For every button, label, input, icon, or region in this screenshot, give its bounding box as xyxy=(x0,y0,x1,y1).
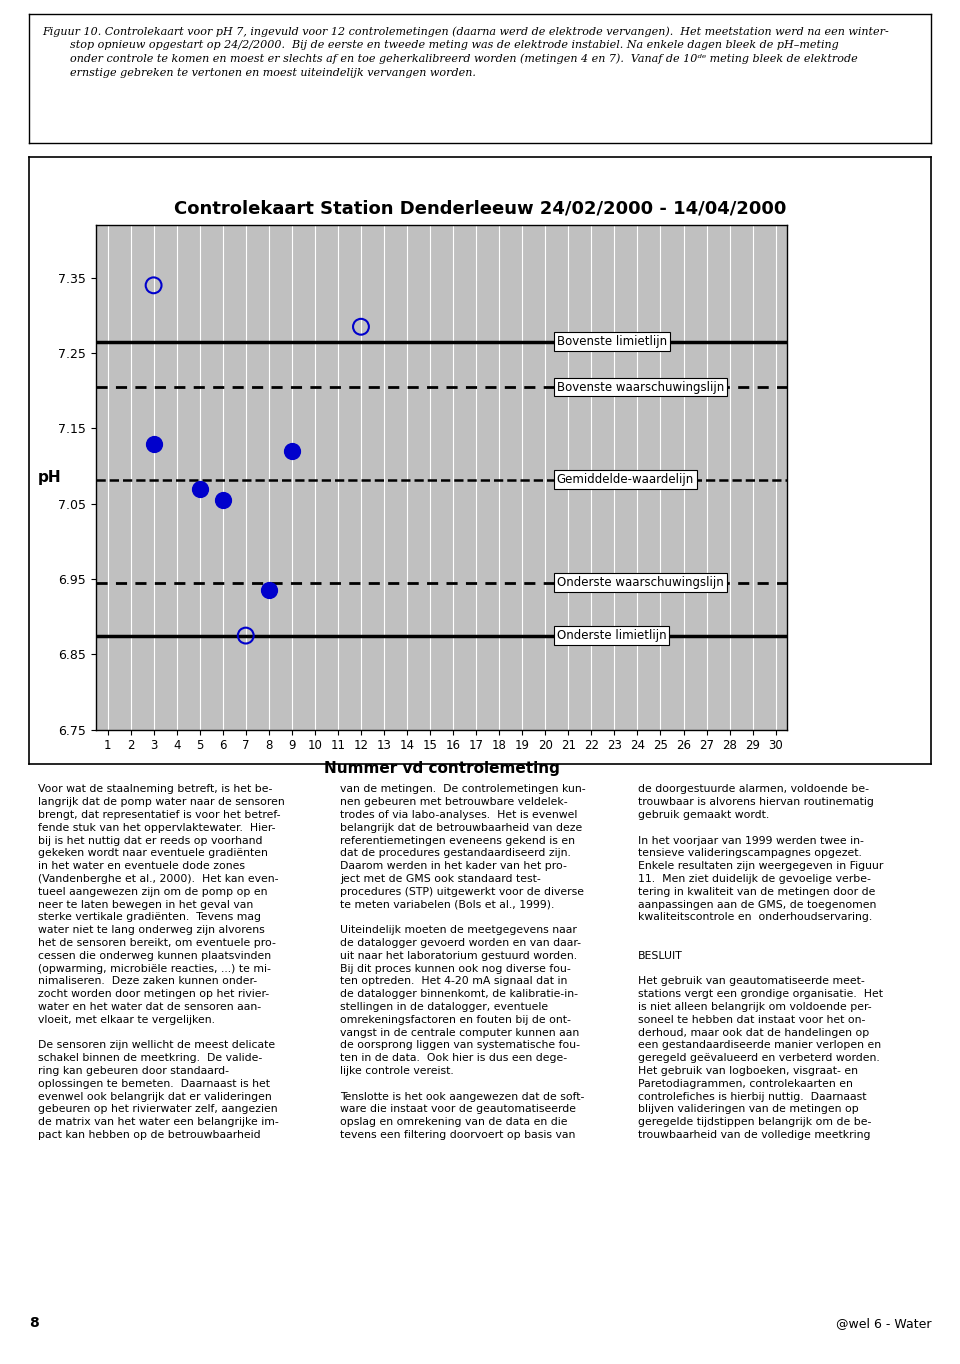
Y-axis label: pH: pH xyxy=(38,471,61,484)
X-axis label: Nummer vd controlemeting: Nummer vd controlemeting xyxy=(324,761,560,776)
Text: de doorgestuurde alarmen, voldoende be-
trouwbaar is alvorens hiervan routinemat: de doorgestuurde alarmen, voldoende be- … xyxy=(637,784,883,1140)
Text: @wel 6 - Water: @wel 6 - Water xyxy=(836,1316,931,1330)
Text: Onderste limietlijn: Onderste limietlijn xyxy=(557,629,666,642)
Text: Figuur 10. Controlekaart voor pH 7, ingevuld voor 12 controlemetingen (daarna we: Figuur 10. Controlekaart voor pH 7, inge… xyxy=(42,27,889,78)
Text: Controlekaart Station Denderleeuw 24/02/2000 - 14/04/2000: Controlekaart Station Denderleeuw 24/02/… xyxy=(174,199,786,217)
Point xyxy=(192,477,207,499)
Point xyxy=(146,432,161,454)
Text: van de metingen.  De controlemetingen kun-
nen gebeuren met betrouwbare veldelek: van de metingen. De controlemetingen kun… xyxy=(340,784,586,1140)
Text: 8: 8 xyxy=(29,1316,38,1330)
Point xyxy=(261,580,276,602)
Text: Bovenste waarschuwingslijn: Bovenste waarschuwingslijn xyxy=(557,381,724,393)
Point xyxy=(238,625,253,647)
Text: Bovenste limietlijn: Bovenste limietlijn xyxy=(557,336,667,348)
Point xyxy=(146,274,161,296)
Point xyxy=(284,441,300,462)
Point xyxy=(353,316,369,338)
Point xyxy=(215,490,230,512)
Text: Voor wat de staalneming betreft, is het be-
langrijk dat de pomp water naar de s: Voor wat de staalneming betreft, is het … xyxy=(37,784,284,1140)
Text: Gemiddelde-waardelijn: Gemiddelde-waardelijn xyxy=(557,473,694,486)
Text: Onderste waarschuwingslijn: Onderste waarschuwingslijn xyxy=(557,577,724,589)
